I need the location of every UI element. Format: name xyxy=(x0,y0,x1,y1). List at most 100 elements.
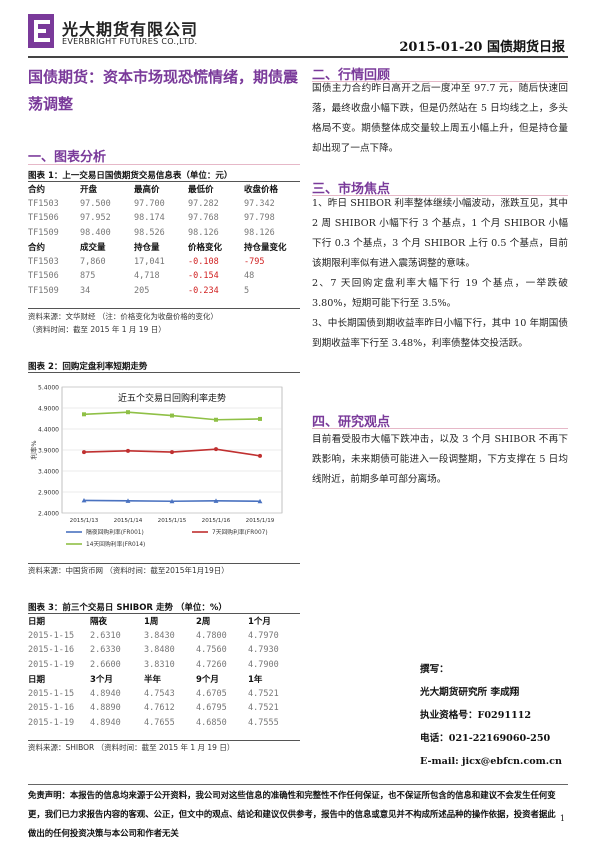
section-heading-charts: 一、图表分析 xyxy=(28,150,107,165)
table-cell: 97.798 xyxy=(244,213,275,224)
column-header: 9个月 xyxy=(196,675,219,686)
y-tick-label: 2.4000 xyxy=(38,511,59,518)
table-cell: 4.7800 xyxy=(196,630,227,641)
section-rule xyxy=(312,81,568,82)
table-cell: 4.8940 xyxy=(90,688,121,699)
table-cell: 98.126 xyxy=(244,227,275,238)
table-cell: 98.174 xyxy=(134,213,165,224)
column-header: 3个月 xyxy=(90,675,113,686)
data-point xyxy=(82,412,86,417)
column-header: 开盘 xyxy=(80,185,98,196)
legend-entry: 7天回购利率(FR007) xyxy=(212,528,268,536)
column-header: 1年 xyxy=(248,675,263,686)
table-cell: 97.952 xyxy=(80,213,111,224)
table-cell: 97.500 xyxy=(80,198,111,209)
column-header: 收盘价格 xyxy=(244,185,279,196)
section-heading-view: 四、研究观点 xyxy=(312,415,391,430)
column-header: 隔夜 xyxy=(90,617,108,628)
table3-bottom-rule xyxy=(28,740,300,741)
data-point xyxy=(258,416,262,421)
data-point xyxy=(126,448,130,453)
table-cell: 2015-1-16 xyxy=(28,703,75,714)
column-header: 2周 xyxy=(196,617,211,628)
table-header-row: 合约 成交量 持仓量 价格变化 持仓量变化 xyxy=(28,240,300,255)
author-email[interactable]: E-mail: jicx@ebfcn.com.cn xyxy=(420,756,562,767)
table-cell: 2.6310 xyxy=(90,630,121,641)
author-license: 执业资格号：F0291112 xyxy=(420,710,532,721)
table-row: TF1506 97.952 98.174 97.768 97.798 xyxy=(28,211,300,226)
table-row: 2015-1-19 4.8940 4.7655 4.6850 4.7555 xyxy=(28,716,300,731)
column-header: 合约 xyxy=(28,185,46,196)
table-row: 2015-1-16 2.6330 3.8480 4.7560 4.7930 xyxy=(28,643,300,658)
table1-title: 图表 1：上一交易日国债期货交易信息表（单位：元） xyxy=(28,171,233,181)
table-cell: 3.8430 xyxy=(144,630,175,641)
table-cell: TF1509 xyxy=(28,285,59,296)
table-cell: 4.7260 xyxy=(196,659,227,670)
chart-title: 近五个交易日回购利率走势 xyxy=(118,392,226,404)
table-row: 2015-1-19 2.6600 3.8310 4.7260 4.7900 xyxy=(28,658,300,673)
table1-top-rule xyxy=(28,181,300,182)
legend-entry: 14天回购利率(FR014) xyxy=(86,540,145,548)
chart-source: 资料来源：中国货币网 （资料时间：截至2015年1月19日） xyxy=(28,566,229,575)
table3-title: 图表 3：前三个交易日 SHIBOR 走势 （单位：%） xyxy=(28,603,227,613)
chart-caption: 图表 2：回购定盘利率短期走势 xyxy=(28,362,148,372)
data-point xyxy=(82,450,86,455)
table-row: 2015-1-16 4.8890 4.7612 4.6795 4.7521 xyxy=(28,701,300,716)
data-point xyxy=(170,450,174,455)
table-cell: 98.126 xyxy=(188,227,219,238)
y-axis-label: 利率% xyxy=(29,440,38,459)
y-tick-label: 2.9000 xyxy=(38,490,59,497)
table-cell: 97.342 xyxy=(244,198,275,209)
section-heading-review: 二、行情回顾 xyxy=(312,68,391,83)
focus-item: 1、昨日 SHIBOR 利率整体继续小幅波动，涨跌互见，其中 2 周 SHIBO… xyxy=(312,198,568,269)
table-cell: 4.7555 xyxy=(248,717,279,728)
table-row: TF1509 34 205 -0.234 5 xyxy=(28,284,300,299)
header-divider xyxy=(28,56,568,58)
table3-source: 资料来源：SHIBOR （资料时间：截至 2015 年 1 月 19 日） xyxy=(28,743,235,752)
focus-item: 2、7 天回购定盘利率大幅下行 19 个基点，一举跌破 3.80%，短期可能下行… xyxy=(312,278,568,309)
table-cell: 875 xyxy=(80,271,96,282)
column-header: 成交量 xyxy=(80,243,106,254)
table-cell: -0.154 xyxy=(188,271,219,282)
table-cell: 4.8940 xyxy=(90,717,121,728)
section-rule xyxy=(28,164,300,165)
table-header-row: 日期 隔夜 1周 2周 1个月 xyxy=(28,614,300,629)
column-header: 持仓量变化 xyxy=(244,243,287,254)
table-cell: -795 xyxy=(244,256,265,267)
company-name-cn: 光大期货有限公司 xyxy=(62,20,199,39)
data-point xyxy=(169,498,175,504)
table-cell: 2015-1-19 xyxy=(28,659,75,670)
column-header: 合约 xyxy=(28,243,46,254)
column-header: 日期 xyxy=(28,617,46,628)
company-name-en: EVERBRIGHT FUTURES CO.,LTD. xyxy=(62,37,198,46)
table1-bottom-rule xyxy=(28,308,300,309)
table-cell: 4.6795 xyxy=(196,703,227,714)
table-cell: 2.6600 xyxy=(90,659,121,670)
author-phone: 电话：021-22169060-250 xyxy=(420,733,551,744)
table-cell: 97.768 xyxy=(188,213,219,224)
table-cell: 2015-1-15 xyxy=(28,630,75,641)
table1-source: 资料来源：文华财经 （注：价格变化为收盘价格的变化） xyxy=(28,312,218,321)
y-tick-label: 3.9000 xyxy=(38,448,59,455)
repo-rate-chart: 2.4000 2.9000 3.4000 3.9000 4.4000 4.9000 5.40… xyxy=(29,385,283,548)
page-number: 1 xyxy=(559,814,565,823)
section-rule xyxy=(312,195,568,196)
table-cell: 2015-1-15 xyxy=(28,688,75,699)
table1-source-date: （资料时间：截至 2015 年 1 月 19 日） xyxy=(28,325,166,334)
table3-top-rule xyxy=(28,613,300,614)
report-date-title: 2015-01-20 国债期货日报 xyxy=(399,40,565,55)
table-cell: 7,860 xyxy=(80,256,106,267)
y-tick-label: 5.4000 xyxy=(38,385,59,392)
table-cell: 4.7970 xyxy=(248,630,279,641)
table-header-row: 合约 开盘 最高价 最低价 收盘价格 xyxy=(28,182,300,197)
table-cell: TF1506 xyxy=(28,271,59,282)
table-cell: 2.6330 xyxy=(90,645,121,656)
table-row: 2015-1-15 4.8940 4.7543 4.6705 4.7521 xyxy=(28,687,300,702)
data-point xyxy=(125,498,131,503)
column-header: 半年 xyxy=(144,675,162,686)
table-cell: 4.8890 xyxy=(90,703,121,714)
table-cell: 97.282 xyxy=(188,198,219,209)
table-cell: 4.7543 xyxy=(144,688,175,699)
table-cell: 4.7521 xyxy=(248,688,279,699)
table-cell: 4.7900 xyxy=(248,659,279,670)
